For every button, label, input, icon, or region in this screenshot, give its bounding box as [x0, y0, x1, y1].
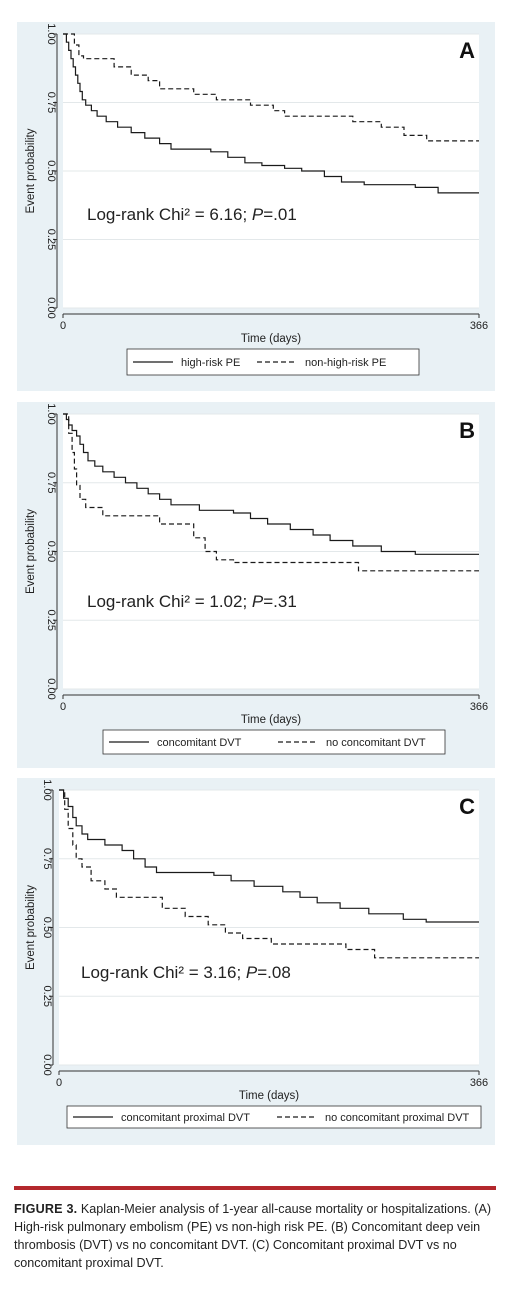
- x-tick-label: 0: [60, 701, 66, 713]
- y-tick-label: 0.75: [41, 848, 53, 869]
- y-tick-label: 0.75: [45, 92, 57, 113]
- legend-box: [102, 729, 446, 755]
- km-chart-c: 0.00 0.25 0.50 0.75 1.00 0 366 Time (days) Event…: [25, 779, 488, 1129]
- series-solid-line: [59, 789, 479, 923]
- panel-letter: B: [459, 418, 475, 443]
- series-solid-line: [63, 33, 479, 194]
- y-axis-title: Event probability: [25, 509, 37, 594]
- legend-label-solid: concomitant proximal DVT: [121, 1112, 250, 1124]
- y-tick-label: 0.25: [45, 610, 57, 631]
- panel-a: 0.00 0.25 0.50 0.75 1.00 0 366 Time (days) Event…: [17, 22, 495, 391]
- x-tick-label: 0: [56, 1077, 62, 1089]
- caption-rule: [14, 1186, 496, 1190]
- caption-label: FIGURE 3.: [14, 1202, 78, 1216]
- x-axis-title: Time (days): [239, 1090, 299, 1102]
- x-tick-label: 366: [470, 701, 488, 713]
- y-tick-label: 1.00: [45, 23, 57, 44]
- y-axis-title: Event probability: [25, 885, 37, 970]
- x-tick-label: 0: [60, 320, 66, 332]
- panel-b: 0.00 0.25 0.50 0.75 1.00 0 366 Time (days) Event…: [17, 402, 495, 768]
- panel-c: 0.00 0.25 0.50 0.75 1.00 0 366 Time (days) Event…: [17, 778, 495, 1145]
- x-axis-title: Time (days): [241, 333, 301, 345]
- series-dashed-line: [63, 33, 479, 142]
- legend-label-dashed: no concomitant DVT: [326, 737, 426, 749]
- log-rank-annotation: Log-rank Chi² = 3.16; P=.08: [81, 963, 291, 982]
- y-tick-label: 0.50: [45, 160, 57, 181]
- y-tick-label: 0.75: [45, 472, 57, 493]
- km-chart-b: 0.00 0.25 0.50 0.75 1.00 0 366 Time (days) Event…: [25, 403, 488, 755]
- y-axis-title: Event probability: [25, 128, 37, 213]
- x-tick-label: 366: [470, 1077, 488, 1089]
- log-rank-annotation: Log-rank Chi² = 1.02; P=.31: [87, 592, 297, 611]
- y-tick-label: 1.00: [41, 779, 53, 800]
- y-tick-label: 0.00: [45, 297, 57, 318]
- series-dashed-line: [63, 413, 479, 572]
- y-tick-label: 0.50: [41, 917, 53, 938]
- legend-label-dashed: non-high-risk PE: [305, 357, 386, 369]
- legend-label-solid: high-risk PE: [181, 357, 240, 369]
- figure-caption: FIGURE 3. Kaplan-Meier analysis of 1-yea…: [14, 1200, 498, 1272]
- series-solid-line: [63, 413, 479, 555]
- y-tick-label: 0.00: [41, 1054, 53, 1075]
- log-rank-annotation: Log-rank Chi² = 6.16; P=.01: [87, 205, 297, 224]
- x-axis-title: Time (days): [241, 714, 301, 726]
- panel-letter: A: [459, 38, 475, 63]
- caption-text: Kaplan-Meier analysis of 1-year all-caus…: [14, 1202, 492, 1270]
- y-tick-label: 0.25: [45, 229, 57, 250]
- km-chart-a: 0.00 0.25 0.50 0.75 1.00 0 366 Time (days) Event…: [25, 23, 488, 376]
- y-tick-label: 1.00: [45, 403, 57, 424]
- x-tick-label: 366: [470, 320, 488, 332]
- y-tick-label: 0.25: [41, 986, 53, 1007]
- y-tick-label: 0.00: [45, 678, 57, 699]
- legend-label-dashed: no concomitant proximal DVT: [325, 1112, 470, 1124]
- y-tick-label: 0.50: [45, 541, 57, 562]
- legend-label-solid: concomitant DVT: [157, 737, 242, 749]
- legend-box: [66, 1105, 482, 1129]
- panel-letter: C: [459, 794, 475, 819]
- series-dashed-line: [59, 789, 479, 959]
